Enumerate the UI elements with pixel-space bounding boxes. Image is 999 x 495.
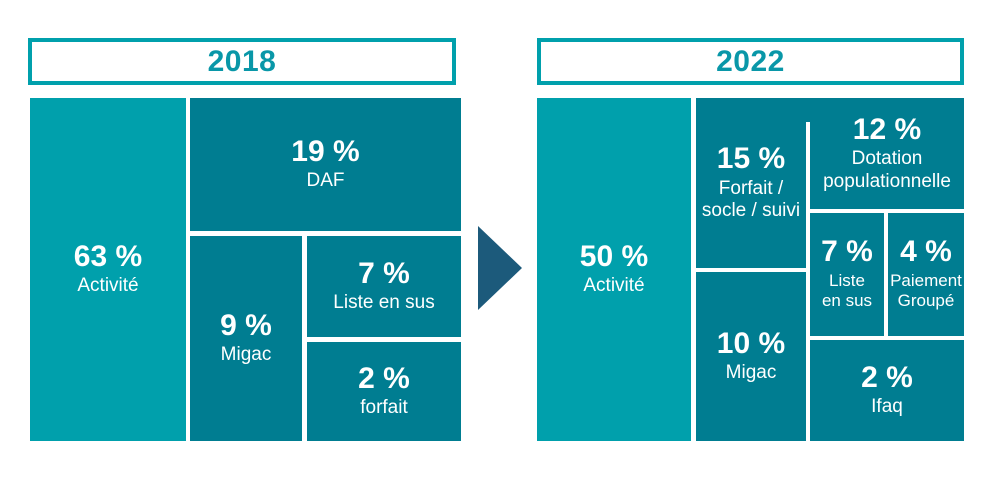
block-label: Liste en sus	[333, 292, 435, 314]
block-2022-ifaq: 2 % Ifaq	[810, 340, 964, 441]
block-2018-liste-en-sus: 7 % Liste en sus	[307, 236, 461, 337]
block-2018-activite: 63 % Activité	[30, 98, 186, 441]
arrow-right-icon	[478, 226, 522, 310]
year-label-2022: 2022	[716, 44, 785, 78]
block-pct: 10 %	[716, 327, 786, 361]
year-label-2018: 2018	[207, 44, 277, 78]
year-header-2018: 2018	[28, 38, 456, 85]
block-label: forfait	[360, 397, 408, 419]
block-pct: 7 %	[821, 235, 873, 269]
block-pct: 19 %	[291, 135, 360, 169]
block-2022-paiement-groupe: 4 % Paiement Groupé	[888, 213, 964, 334]
block-pct: 15 %	[716, 142, 786, 176]
divider	[696, 268, 806, 272]
block-2022-activite: 50 % Activité	[537, 98, 691, 441]
block-pct: 7 %	[358, 257, 410, 291]
block-pct: 50 %	[579, 240, 649, 274]
block-2018-daf: 19 % DAF	[190, 98, 461, 231]
block-2018-migac: 9 % Migac	[190, 236, 302, 441]
block-2022-liste-en-sus: 7 % Liste en sus	[810, 213, 884, 334]
divider	[884, 209, 888, 336]
block-pct: 2 %	[358, 362, 410, 396]
block-label: Forfait / socle / suivi	[701, 177, 801, 222]
block-2022-forfait-socle-suivi: 15 % Forfait / socle / suivi	[696, 98, 806, 268]
block-pct: 63 %	[73, 240, 143, 274]
block-pct: 12 %	[852, 112, 922, 146]
block-2022-migac: 10 % Migac	[696, 272, 806, 441]
block-group-2022-dark	[696, 98, 964, 441]
block-label: Migac	[725, 362, 777, 384]
block-label: Activité	[583, 275, 645, 297]
block-label: Activité	[77, 275, 139, 297]
block-pct: 9 %	[220, 309, 272, 343]
divider	[806, 122, 810, 441]
block-label: Dotation populationnelle	[823, 148, 951, 192]
block-label: Ifaq	[871, 396, 903, 418]
block-label: Paiement Groupé	[890, 270, 962, 310]
year-header-2022: 2022	[537, 38, 964, 85]
block-label: Migac	[220, 344, 272, 366]
block-label: Liste en sus	[821, 270, 873, 310]
block-label: DAF	[306, 170, 345, 192]
block-pct: 4 %	[900, 235, 952, 269]
divider	[810, 336, 964, 340]
block-2022-dotation-populationnelle: 12 % Dotation populationnelle	[810, 98, 964, 209]
block-2018-forfait: 2 % forfait	[307, 342, 461, 441]
block-pct: 2 %	[861, 361, 913, 395]
